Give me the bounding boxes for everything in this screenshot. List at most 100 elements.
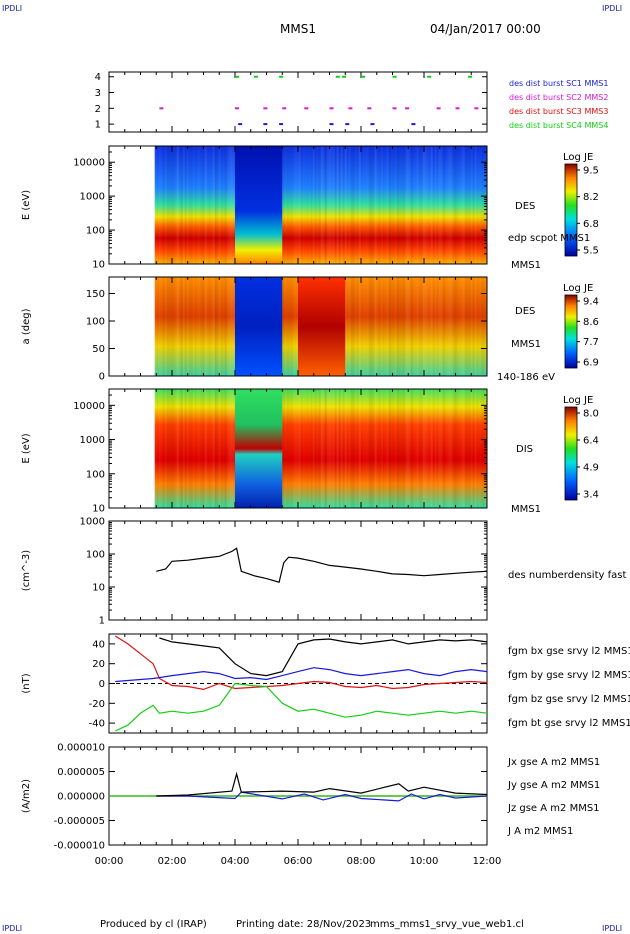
colorbar-tick-label: 8.6 [583,317,599,328]
colorbar-tick-label: 6.9 [583,358,599,369]
spectrogram-texture [303,146,305,264]
spectrogram-texture [358,146,361,264]
spectrogram-texture [454,146,457,264]
spectrogram-texture [468,389,471,508]
spectrogram-texture [193,146,195,264]
colorbar-des_pitch [564,294,578,369]
spectrogram-texture [344,277,347,376]
spectrogram-texture [282,146,285,264]
spectrogram-texture [377,389,379,508]
spectrogram-texture [453,146,455,264]
spectrogram-texture [440,277,443,376]
series-line-current [156,791,488,802]
spectrogram-texture [180,277,183,376]
spectrogram-texture [332,146,335,264]
colorbar-tick-label: 4.9 [583,463,599,474]
y-tick-label-current: -0.000010 [54,841,105,852]
spectrogram-texture [355,389,357,508]
spectrogram-texture [396,277,399,376]
spectrogram-texture [311,146,313,264]
spectrogram-texture [195,277,197,376]
spectrogram-texture [289,146,291,264]
spectrogram-texture [338,146,341,264]
spectrogram-texture [365,146,367,264]
y-tick-label-des_energy: 10 [92,260,105,271]
spectrogram-texture [434,389,437,508]
series-line-magnetic [114,635,488,691]
spectrogram-texture [367,389,369,508]
spectrogram-texture [340,146,343,264]
spectrogram-texture [209,277,211,376]
spectrogram-texture [170,389,173,508]
spectrogram-texture [387,146,389,264]
spectrogram-texture [285,146,287,264]
burst-mark [367,107,372,110]
spectrogram-texture [348,277,351,376]
spectrogram-texture [328,389,331,508]
colorbar-tick-label: 9.4 [583,297,599,308]
burst-mark [436,107,441,110]
spectrogram-texture [361,146,363,264]
spectrogram-texture [398,389,401,508]
spectrogram-texture [405,389,407,508]
spectrogram-texture [157,389,159,508]
spectrogram-texture [217,146,219,264]
spectrogram-texture [374,146,377,264]
spectrogram-texture [290,277,293,376]
spectrogram-texture [305,389,307,508]
spectrogram-texture [434,277,437,376]
spectrogram-texture [209,146,211,264]
spectrogram-texture [454,277,457,376]
spectrogram-texture [159,277,161,376]
spectrogram-texture [184,389,187,508]
spectrogram-texture [159,146,161,264]
y-tick-label-magnetic: -20 [89,699,105,710]
spectrogram-texture [454,389,457,508]
spectrogram-texture [453,277,455,376]
spectrogram-texture [461,389,463,508]
spectrogram-texture [350,277,353,376]
spectrogram-texture [424,389,427,508]
spectrogram-texture [212,277,215,376]
spectrogram-texture [447,146,449,264]
spectrogram-texture [285,389,287,508]
spectrogram-texture [224,389,227,508]
spectrogram-texture [175,146,177,264]
spectrogram-texture [180,146,183,264]
spectrogram-texture [429,277,431,376]
spectrogram-texture [317,389,319,508]
spectrogram-texture [344,146,347,264]
spectrogram-texture [445,389,447,508]
spectrogram-texture [462,277,465,376]
spectrogram-texture [480,389,483,508]
legend-entry-magnetic: fgm bx gse srvy l2 MMS1 [508,646,630,657]
spectrogram-texture [314,146,317,264]
spectrogram-texture [415,277,417,376]
y-tick-label-current: -0.000005 [54,816,105,827]
x-tick-label: 00:00 [95,856,124,867]
legend-entry-magnetic: fgm bz gse srvy l2 MMS1 [508,694,630,705]
spectrogram-texture [305,146,307,264]
spectrogram-texture [199,146,201,264]
spectrogram-texture [413,389,415,508]
burst-mark [238,123,243,126]
footer-produced-by: Produced by cl (IRAP) [100,919,207,930]
spectrogram-texture [207,277,209,376]
spectrogram-texture [207,146,209,264]
spectrogram-texture [363,389,365,508]
burst-mark [455,107,460,110]
colorbar-tick-label: 3.4 [583,490,599,501]
spectrogram-texture [312,146,315,264]
series-line-magnetic [159,637,488,677]
spectrogram-texture [474,389,477,508]
spectrogram-texture [227,277,229,376]
legend-entry-burst: des dist burst SC4 MMS4 [509,121,608,130]
spectrogram-texture [433,277,435,376]
y-tick-label-magnetic: 20 [92,659,105,670]
spectrogram-texture [430,277,433,376]
panel-frame-burst [108,71,488,133]
right-label-scpot: edp scpot MMS1 [508,233,590,244]
spectrogram-texture [442,146,445,264]
spectrogram-texture [348,389,351,508]
